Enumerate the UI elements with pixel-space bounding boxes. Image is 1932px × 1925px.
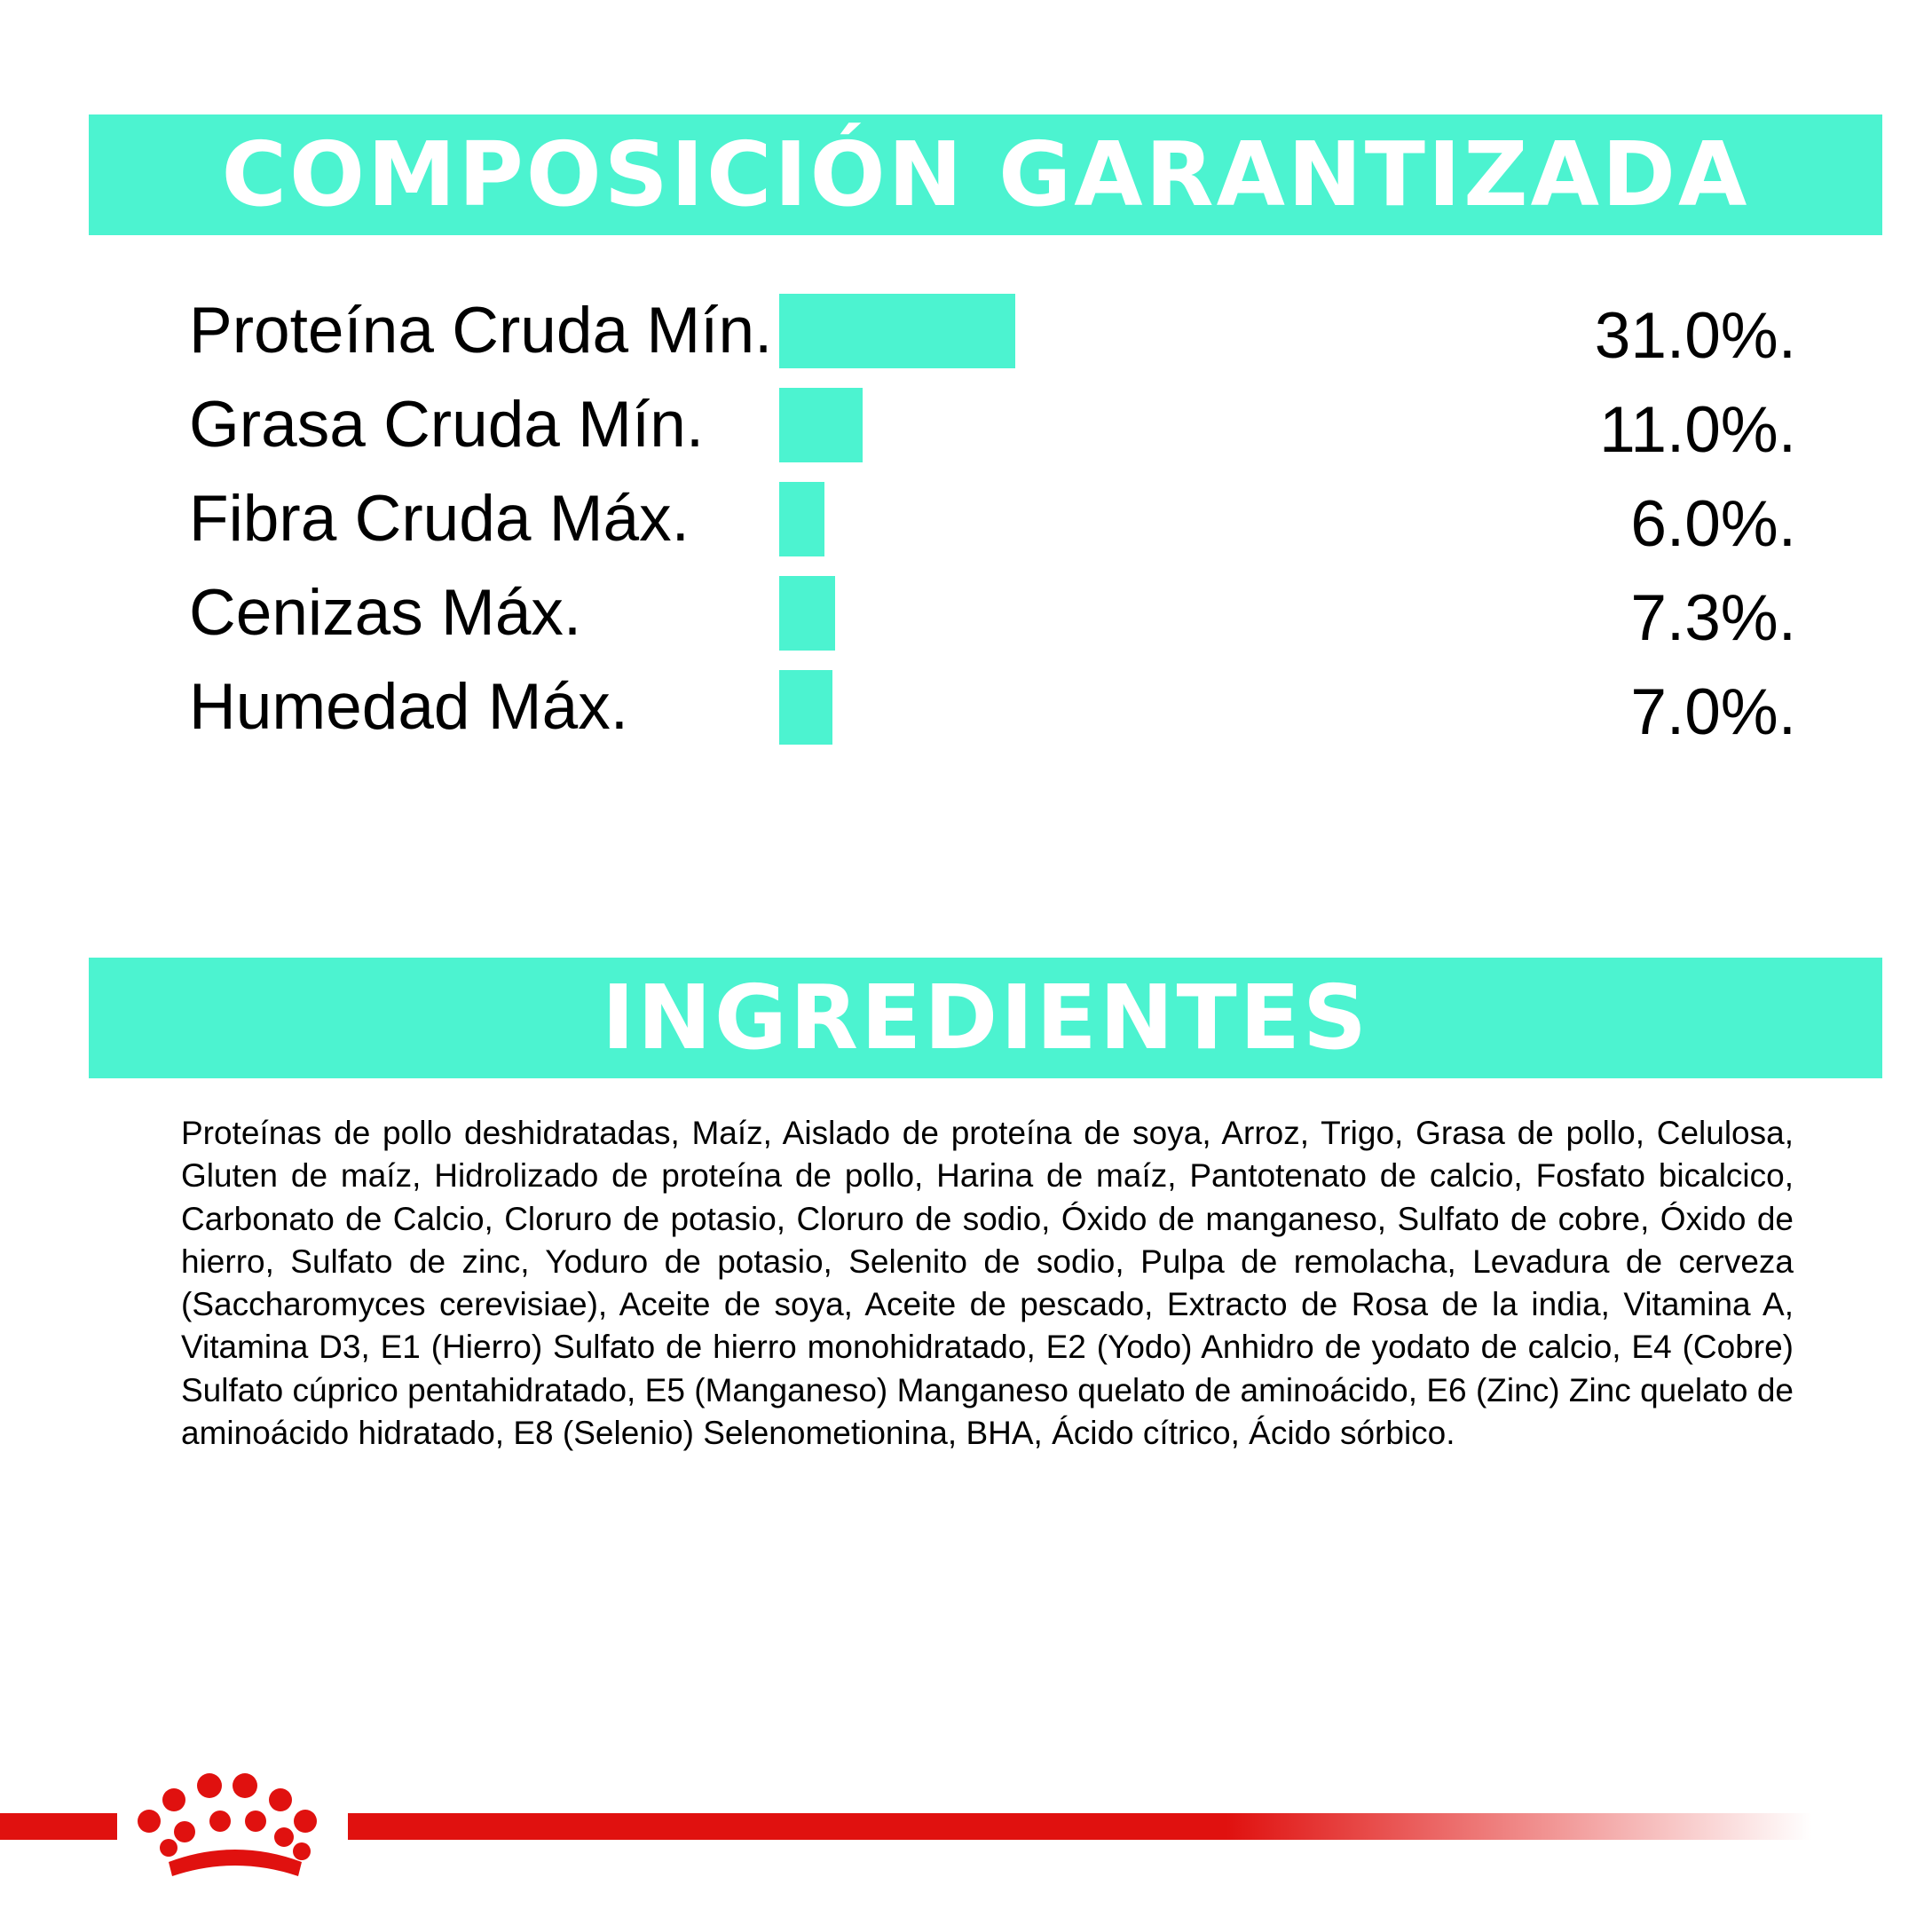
crown-dot — [274, 1827, 294, 1847]
crown-band — [169, 1850, 302, 1876]
nutrient-label: Proteína Cruda Mín. — [189, 295, 773, 367]
crown-dot — [174, 1821, 195, 1842]
crown-dot — [162, 1788, 185, 1811]
nutrient-bar — [779, 388, 863, 462]
nutrient-value: 31.0%. — [1594, 300, 1796, 372]
nutrient-label: Grasa Cruda Mín. — [189, 389, 705, 461]
nutrient-value: 7.0%. — [1630, 676, 1796, 748]
crown-dot — [294, 1810, 317, 1833]
composition-banner: COMPOSICIÓN GARANTIZADA — [89, 114, 1882, 235]
nutrient-bar — [779, 576, 835, 651]
nutrient-value: 11.0%. — [1599, 394, 1796, 466]
nutrient-label: Humedad Máx. — [189, 671, 628, 743]
nutrient-bar — [779, 294, 1015, 368]
nutrient-row: Grasa Cruda Mín. 11.0%. — [0, 388, 1932, 482]
ingredients-text: Proteínas de pollo deshidratadas, Maíz, … — [181, 1115, 1794, 1452]
footer-red-line-right — [348, 1813, 1812, 1840]
nutrient-row: Cenizas Máx. 7.3%. — [0, 576, 1932, 670]
royal-crown-icon — [138, 1773, 317, 1876]
nutrient-bar — [779, 670, 832, 745]
nutrient-value: 7.3%. — [1630, 582, 1796, 654]
crown-dot — [209, 1811, 231, 1832]
crown-dot — [269, 1788, 292, 1811]
nutrient-row: Proteína Cruda Mín. 31.0%. — [0, 294, 1932, 388]
nutrient-value: 6.0%. — [1630, 488, 1796, 560]
ingredients-banner: INGREDIENTES — [89, 958, 1882, 1078]
composition-title: COMPOSICIÓN GARANTIZADA — [221, 122, 1750, 226]
crown-dot — [293, 1842, 311, 1860]
nutrient-row: Fibra Cruda Máx. 6.0%. — [0, 482, 1932, 576]
nutrient-label: Cenizas Máx. — [189, 577, 582, 649]
nutrient-label: Fibra Cruda Máx. — [189, 483, 690, 555]
crown-dot — [197, 1773, 222, 1798]
ingredients-title: INGREDIENTES — [601, 966, 1370, 1069]
crown-dot — [245, 1811, 266, 1832]
footer-red-line-left — [0, 1813, 117, 1840]
nutrient-bar — [779, 482, 824, 556]
composition-chart: Proteína Cruda Mín. 31.0%. Grasa Cruda Mín… — [0, 0, 1932, 799]
nutrient-row: Humedad Máx. 7.0%. — [0, 670, 1932, 764]
crown-dot — [160, 1839, 177, 1857]
crown-dot — [138, 1810, 161, 1833]
crown-dot — [233, 1773, 257, 1798]
